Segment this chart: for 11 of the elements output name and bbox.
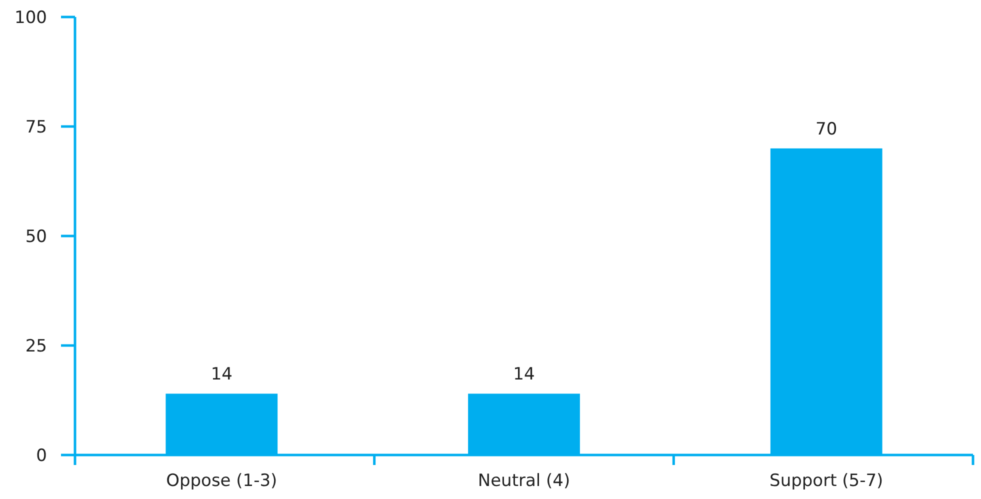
y-tick-label: 25 [25,336,47,356]
x-tick-label: Oppose (1-3) [166,471,278,491]
y-tick-label: 0 [36,446,47,466]
data-label: 70 [816,119,838,140]
y-tick-label: 50 [25,226,47,247]
data-label: 14 [513,364,535,385]
x-tick-label: Support (5-7) [770,471,884,491]
y-tick-label: 100 [14,8,47,28]
x-tick-label: Neutral (4) [478,471,570,491]
y-tick-label: 75 [25,117,47,138]
data-label: 14 [210,364,232,385]
